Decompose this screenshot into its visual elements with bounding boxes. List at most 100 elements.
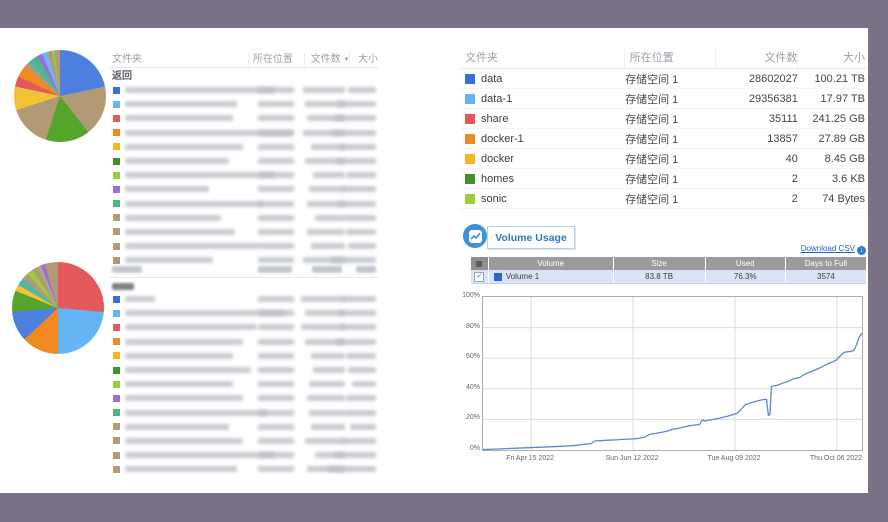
folder-row[interactable]: docker-1 存储空间 1 13857 27.89 GB — [460, 129, 866, 149]
blurred-folder-name — [125, 367, 251, 374]
folder-file-count: 28602027 — [748, 72, 798, 85]
table-row[interactable] — [110, 182, 378, 196]
blurred-folder-name — [125, 352, 233, 359]
folder-color-swatch — [113, 295, 120, 303]
table-row[interactable] — [110, 292, 378, 306]
chart-plot-area — [482, 296, 863, 451]
blurred-file-count — [309, 381, 345, 388]
header-files-sorted[interactable]: 文件数 ▼ — [304, 52, 349, 67]
blurred-size — [338, 200, 376, 207]
blurred-folder-name — [125, 310, 285, 317]
header-folder[interactable]: 文件夹 — [112, 54, 142, 65]
table-row[interactable] — [110, 111, 378, 125]
blurred-size — [336, 338, 376, 345]
folder-row[interactable]: data-1 存储空间 1 29356381 17.97 TB — [460, 89, 866, 109]
blurred-location — [258, 395, 294, 402]
folder-pie-chart-bottom — [12, 262, 104, 354]
blurred-size — [346, 172, 376, 179]
folder-color-swatch — [465, 93, 475, 104]
header-used[interactable]: Used — [704, 257, 785, 270]
folder-row[interactable]: data 存储空间 1 28602027 100.21 TB — [460, 69, 866, 89]
folder-file-count: 13857 — [767, 132, 798, 145]
header-files[interactable]: 文件数 — [715, 48, 797, 68]
blurred-folder-name — [125, 243, 259, 250]
table-row[interactable] — [110, 197, 378, 211]
folder-row[interactable]: homes 存储空间 1 2 3.6 KB — [460, 169, 866, 189]
blurred-location — [258, 296, 294, 303]
row-checkbox[interactable]: ✓ — [471, 270, 488, 283]
table-row[interactable] — [110, 420, 378, 434]
blurred-row-list — [110, 292, 378, 476]
x-axis-tick-label: Fri Apr 15 2022 — [506, 455, 555, 462]
volume-name-cell: Volume 1 — [487, 270, 613, 283]
blurred-folder-name — [125, 257, 213, 264]
table-row[interactable] — [110, 320, 378, 334]
header-size[interactable]: Size — [612, 257, 705, 270]
blurred-folder-name — [125, 324, 257, 331]
blurred-location — [258, 452, 294, 459]
table-row[interactable] — [110, 462, 378, 476]
table-row[interactable] — [110, 448, 378, 462]
select-all-checkbox[interactable] — [471, 257, 488, 270]
header-location[interactable]: 所在位置 — [247, 52, 304, 67]
table-row[interactable] — [110, 239, 378, 253]
blurred-file-count — [313, 172, 345, 179]
table-row[interactable] — [110, 349, 378, 363]
blurred-file-count — [311, 243, 345, 250]
back-link-blurred[interactable] — [110, 280, 378, 292]
table-row[interactable] — [110, 168, 378, 182]
back-link[interactable]: 返回 — [112, 71, 132, 82]
table-row[interactable] — [110, 140, 378, 154]
blurred-location — [258, 437, 294, 444]
blurred-size — [346, 352, 376, 359]
blurred-location — [258, 200, 294, 207]
blurred-folder-name — [125, 381, 233, 388]
blurred-size — [348, 367, 376, 374]
blurred-file-count — [305, 101, 345, 108]
blurred-size — [340, 324, 376, 331]
tab-volume-usage[interactable]: Volume Usage — [487, 226, 575, 249]
folder-color-swatch — [113, 242, 120, 250]
header-size[interactable]: 大小 — [349, 52, 378, 67]
blurred-folder-name — [125, 466, 237, 473]
table-row[interactable] — [110, 406, 378, 420]
table-row[interactable] — [110, 154, 378, 168]
table-row[interactable] — [110, 363, 378, 377]
table-row[interactable] — [110, 126, 378, 140]
folder-name: data-1 — [481, 92, 513, 105]
volume-row[interactable]: ✓ Volume 1 83.8 TB 76.3% 3574 — [471, 270, 866, 284]
header-days-to-full[interactable]: Days to Full — [784, 257, 866, 270]
folder-file-count: 2 — [791, 192, 798, 205]
header-size[interactable]: 大小 — [797, 48, 866, 68]
folder-name: data — [481, 72, 503, 85]
table-row[interactable] — [110, 211, 378, 225]
blurred-folder-name — [125, 423, 229, 430]
table-row[interactable] — [110, 391, 378, 405]
table-row[interactable] — [110, 335, 378, 349]
table-row[interactable] — [110, 377, 378, 391]
download-icon[interactable]: ↓ — [857, 246, 866, 255]
download-csv-link[interactable]: Download CSV — [800, 244, 855, 253]
blurred-folder-name — [125, 158, 229, 165]
folder-row[interactable]: docker 存储空间 1 40 8.45 GB — [460, 149, 866, 169]
header-location[interactable]: 所在位置 — [623, 48, 715, 68]
folder-row[interactable]: sonic 存储空间 1 2 74 Bytes — [460, 189, 866, 209]
header-volume[interactable]: Volume — [487, 257, 613, 270]
blurred-location — [258, 129, 294, 136]
table-row[interactable] — [110, 83, 378, 97]
table-row[interactable] — [110, 97, 378, 111]
blurred-location — [258, 143, 294, 150]
table-row[interactable] — [110, 434, 378, 448]
table-row[interactable] — [110, 306, 378, 320]
y-axis-tick-label: 20% — [465, 414, 480, 422]
usage-line-series — [482, 332, 863, 451]
folder-color-swatch — [113, 309, 120, 317]
header-folder[interactable]: 文件夹 — [465, 52, 498, 64]
folder-location: 存储空间 1 — [625, 153, 679, 166]
folder-color-swatch — [113, 171, 120, 179]
storage-analyzer-report: 文件夹 所在位置 文件数 ▼ 大小 返回 文件夹 — [0, 28, 868, 493]
table-row[interactable] — [110, 225, 378, 239]
blurred-location — [258, 423, 294, 430]
table-row[interactable] — [110, 253, 378, 267]
folder-row[interactable]: share 存储空间 1 35111 241.25 GB — [460, 109, 866, 129]
